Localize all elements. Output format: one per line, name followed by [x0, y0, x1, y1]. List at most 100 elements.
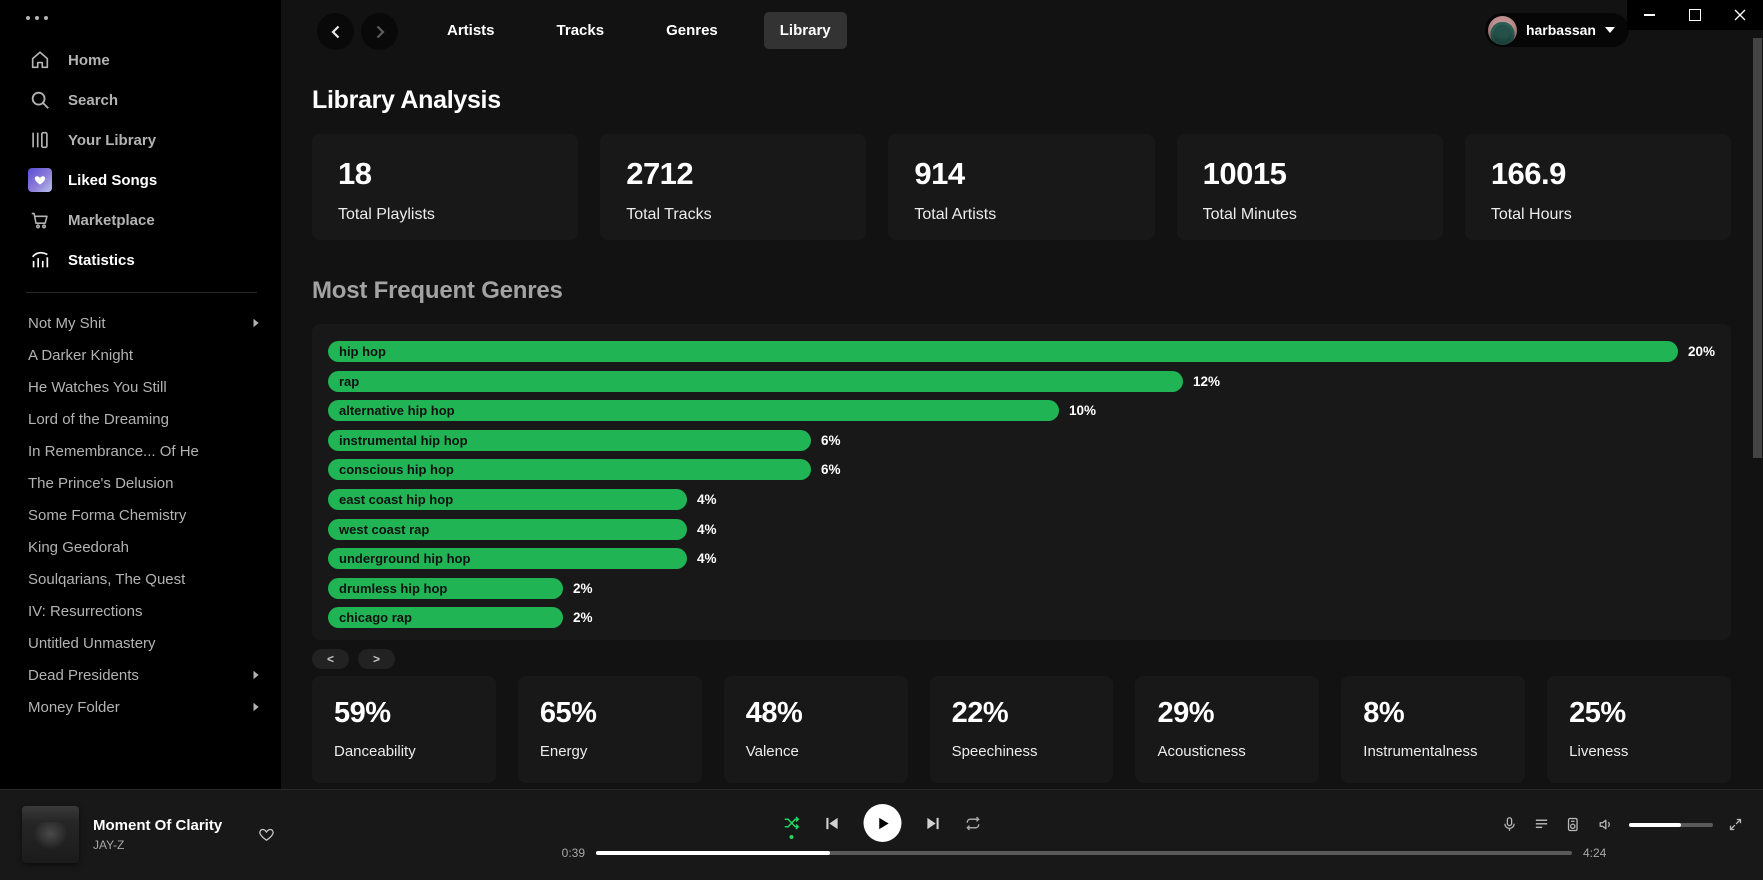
app-menu-button[interactable]: [0, 0, 281, 26]
genre-bar-label: rap: [339, 373, 360, 389]
genre-bar[interactable]: drumless hip hop: [328, 577, 563, 599]
sidebar: Home Search Your Library Liked Songs Marketp…: [0, 0, 281, 790]
genre-bar-value: 4%: [696, 491, 717, 507]
lyrics-button[interactable]: [1501, 816, 1518, 833]
sidebar-item-library[interactable]: Your Library: [0, 120, 281, 160]
fullscreen-button[interactable]: [1728, 817, 1743, 832]
playlist-label: King Geedorah: [28, 538, 129, 556]
playlist-item[interactable]: Not My Shit: [0, 307, 281, 339]
sidebar-menu: Home Search Your Library Liked Songs Marketp…: [0, 26, 281, 280]
stat-label: Total Hours: [1490, 206, 1572, 223]
sidebar-item-statistics[interactable]: Statistics: [0, 240, 281, 280]
page-next-button[interactable]: >: [358, 649, 395, 670]
playlist-item[interactable]: Money Folder: [0, 691, 281, 723]
genre-bar-value: 4%: [696, 551, 717, 567]
fullscreen-icon: [1729, 818, 1742, 831]
heart-outline-icon: [259, 828, 274, 841]
sidebar-item-home[interactable]: Home: [0, 40, 281, 80]
genre-bar[interactable]: hip hop: [328, 341, 1678, 362]
playlist-item[interactable]: The Prince's Delusion: [0, 467, 281, 499]
next-track-button[interactable]: [925, 816, 940, 831]
progress-section: 0:39 4:24: [555, 846, 1613, 860]
genre-bar-row: east coast hip hop 4%: [328, 488, 1715, 510]
stat-value: 914: [914, 156, 965, 191]
sidebar-item-marketplace[interactable]: Marketplace: [0, 200, 281, 240]
genre-bar[interactable]: underground hip hop: [328, 548, 687, 570]
genre-bar-row: drumless hip hop 2%: [328, 577, 1715, 599]
user-menu-button[interactable]: harbassan: [1484, 13, 1629, 47]
genre-bar[interactable]: chicago rap: [328, 607, 563, 629]
playlist-item[interactable]: A Darker Knight: [0, 339, 281, 371]
track-artist[interactable]: JAY-Z: [93, 838, 125, 852]
page-prev-button[interactable]: <: [312, 649, 349, 670]
genre-bar[interactable]: alternative hip hop: [328, 400, 1059, 422]
shuffle-icon: [784, 816, 799, 830]
feature-label: Energy: [539, 743, 588, 761]
window-close-button[interactable]: [1718, 0, 1763, 30]
nav-back-button[interactable]: [317, 13, 354, 50]
window-maximize-button[interactable]: [1672, 0, 1717, 30]
volume-fill: [1629, 822, 1682, 827]
genre-bar-row: hip hop 20%: [328, 341, 1715, 362]
playlist-item[interactable]: Dead Presidents: [0, 659, 281, 691]
like-button[interactable]: [258, 826, 275, 843]
nav-forward-button[interactable]: [361, 13, 398, 50]
playlist-label: The Prince's Delusion: [28, 474, 174, 492]
playlist-item[interactable]: IV: Resurrections: [0, 595, 281, 627]
progress-bar[interactable]: [596, 851, 1572, 855]
playlist-item[interactable]: Lord of the Dreaming: [0, 403, 281, 435]
track-title[interactable]: Moment Of Clarity: [93, 817, 223, 834]
genre-bar-row: west coast rap 4%: [328, 518, 1715, 540]
user-avatar: [1487, 15, 1517, 45]
genre-bar[interactable]: west coast rap: [328, 518, 687, 540]
stat-card: 10015 Total Minutes: [1176, 134, 1443, 240]
main-content: Artists Tracks Genres Library harbassan Lib…: [281, 0, 1763, 790]
playlist-item[interactable]: King Geedorah: [0, 531, 281, 563]
feature-label: Danceability: [334, 743, 416, 761]
connect-device-button[interactable]: [1565, 816, 1582, 833]
duration-time: 4:24: [1583, 846, 1607, 860]
previous-track-button[interactable]: [824, 816, 839, 831]
album-art[interactable]: [22, 806, 79, 863]
genre-bar-label: alternative hip hop: [339, 403, 455, 419]
stat-value: 2712: [626, 156, 694, 191]
playlist-label: A Darker Knight: [28, 346, 134, 364]
stats-chart-icon: [28, 248, 52, 272]
playlist-item[interactable]: Soulqarians, The Quest: [0, 563, 281, 595]
genre-bar-value: 10%: [1068, 403, 1096, 419]
chevron-right-icon: [251, 702, 261, 712]
sidebar-item-liked-songs[interactable]: Liked Songs: [0, 160, 281, 200]
now-playing: Moment Of Clarity JAY-Z: [22, 806, 275, 863]
playlist-label: In Remembrance... Of He: [28, 442, 199, 460]
chart-pagination: < >: [312, 649, 1763, 670]
feature-card: 65% Energy: [517, 676, 702, 784]
scrollbar-thumb[interactable]: [1753, 38, 1762, 458]
playlist-item[interactable]: Some Forma Chemistry: [0, 499, 281, 531]
tab-genres[interactable]: Genres: [666, 21, 718, 39]
genre-bar[interactable]: east coast hip hop: [328, 488, 687, 510]
tab-library[interactable]: Library: [763, 11, 847, 49]
shuffle-button[interactable]: [782, 814, 800, 832]
feature-label: Instrumentalness: [1363, 743, 1478, 761]
sidebar-item-search[interactable]: Search: [0, 80, 281, 120]
genre-bar[interactable]: instrumental hip hop: [328, 429, 811, 451]
repeat-button[interactable]: [964, 815, 981, 832]
queue-button[interactable]: [1533, 816, 1550, 833]
genre-bar-value: 2%: [572, 580, 593, 596]
play-button[interactable]: [863, 804, 901, 842]
tab-artists[interactable]: Artists: [447, 21, 495, 39]
microphone-icon: [1504, 817, 1515, 831]
volume-slider[interactable]: [1629, 822, 1713, 827]
volume-button[interactable]: [1597, 816, 1614, 833]
window-minimize-button[interactable]: [1627, 0, 1672, 30]
tab-tracks[interactable]: Tracks: [556, 21, 605, 39]
sidebar-playlists: Not My Shit A Darker Knight He Watches You…: [0, 303, 281, 723]
genre-bar-value: 4%: [696, 521, 717, 537]
playlist-item[interactable]: Untitled Unmastery: [0, 627, 281, 659]
genre-bar[interactable]: rap: [328, 370, 1183, 392]
genre-bar[interactable]: conscious hip hop: [328, 459, 811, 481]
playlist-item[interactable]: In Remembrance... Of He: [0, 435, 281, 467]
sidebar-item-label: Liked Songs: [68, 171, 158, 189]
cart-icon: [28, 208, 52, 232]
playlist-item[interactable]: He Watches You Still: [0, 371, 281, 403]
